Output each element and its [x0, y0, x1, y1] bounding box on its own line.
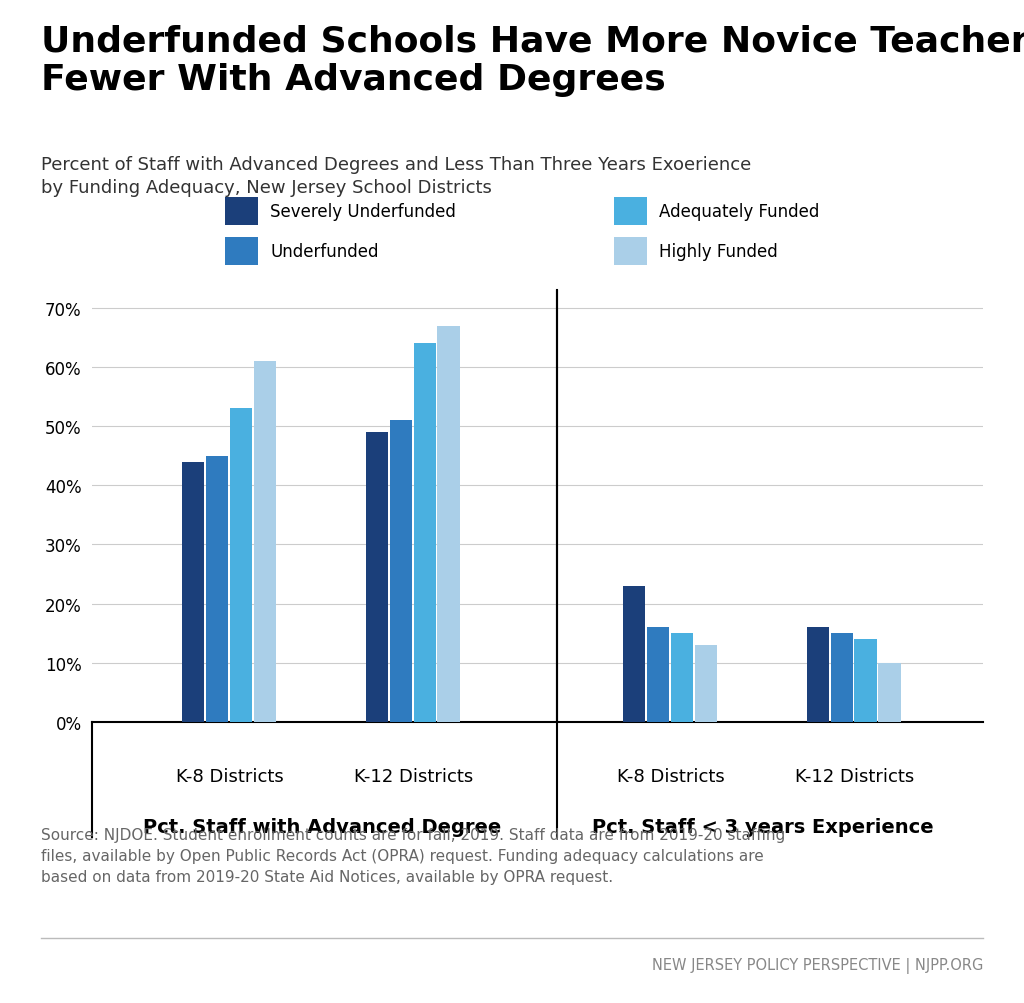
Text: K-8 Districts: K-8 Districts [176, 767, 284, 785]
Bar [647, 628, 669, 722]
Text: NEW JERSEY POLICY PERSPECTIVE | NJPP.ORG: NEW JERSEY POLICY PERSPECTIVE | NJPP.ORG [651, 957, 983, 973]
Text: Adequately Funded: Adequately Funded [659, 203, 820, 221]
Bar [366, 432, 388, 722]
Bar [254, 362, 276, 722]
Bar [390, 421, 412, 722]
Bar [854, 640, 877, 722]
Bar [671, 634, 693, 722]
Text: Pct. Staff with Advanced Degree: Pct. Staff with Advanced Degree [142, 817, 501, 837]
Bar [414, 344, 436, 722]
Bar [623, 587, 645, 722]
Bar [830, 634, 853, 722]
Text: K-12 Districts: K-12 Districts [354, 767, 473, 785]
Bar [807, 628, 828, 722]
Bar [437, 326, 460, 722]
Bar [182, 462, 205, 722]
Text: K-8 Districts: K-8 Districts [616, 767, 725, 785]
Text: Underfunded Schools Have More Novice Teachers,
Fewer With Advanced Degrees: Underfunded Schools Have More Novice Tea… [41, 25, 1024, 97]
Text: Pct. Staff < 3 years Experience: Pct. Staff < 3 years Experience [592, 817, 934, 837]
Text: K-12 Districts: K-12 Districts [795, 767, 914, 785]
Bar [694, 645, 717, 722]
Text: Percent of Staff with Advanced Degrees and Less Than Three Years Exoerience
by F: Percent of Staff with Advanced Degrees a… [41, 155, 752, 197]
Text: Underfunded: Underfunded [270, 243, 379, 261]
Text: Highly Funded: Highly Funded [659, 243, 778, 261]
Bar [206, 456, 228, 722]
Text: Severely Underfunded: Severely Underfunded [270, 203, 457, 221]
Bar [230, 409, 252, 722]
Text: Source: NJDOE. Student enrollment counts are for fall, 2019. Staff data are from: Source: NJDOE. Student enrollment counts… [41, 827, 785, 885]
Bar [879, 663, 900, 722]
